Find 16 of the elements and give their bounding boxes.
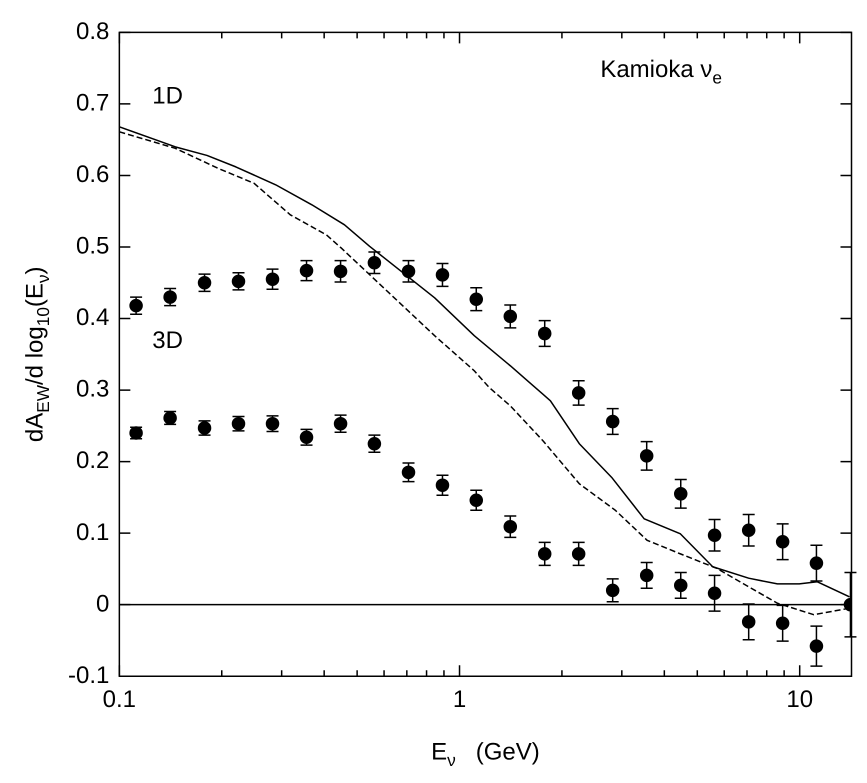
y-tick-label: 0.8	[76, 18, 110, 46]
x-tick-label: 10	[786, 686, 814, 714]
y-axis-title: dAEW/d log10(Eν)	[22, 266, 54, 442]
y-tick-label: 0.3	[76, 376, 110, 403]
y-tick-label: 0.6	[76, 161, 110, 188]
y-tick-label: -0.1	[68, 662, 110, 689]
x-tick-label: 0.1	[102, 686, 136, 714]
y-tick-label: 0.5	[76, 232, 110, 260]
y-tick-label: 0	[96, 590, 110, 618]
y-tick-label: 0.7	[76, 90, 110, 117]
y-tick-label: 0.4	[76, 304, 110, 332]
annotation: 3D	[152, 327, 183, 354]
y-tick-label: 0.2	[76, 447, 110, 474]
y-tick-label: 0.1	[76, 518, 110, 546]
x-tick-label: 1	[452, 686, 466, 714]
annotation: 1D	[152, 82, 183, 110]
